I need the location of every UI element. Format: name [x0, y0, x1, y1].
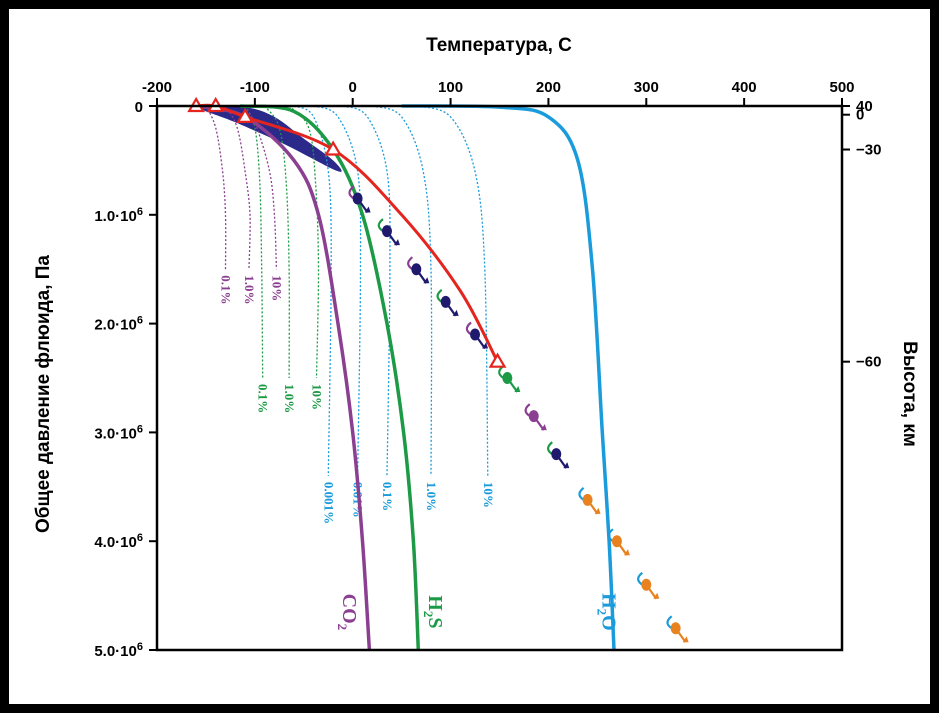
droplet-tip-2 — [423, 277, 430, 284]
droplet-tip-7 — [563, 462, 570, 469]
y-tick-label-left-1: 1.0·106 — [94, 206, 143, 225]
chart-frame: 0.001% 0.01% 0.1% 1.0% 10% 0.1% 1.0% 10% 0.1% 1.0… — [9, 9, 930, 704]
profile-triangle-marker-3 — [324, 140, 343, 156]
x-axis-title: Температура, С — [426, 35, 572, 56]
x-tick-label-2: 0 — [349, 79, 357, 96]
y-tick-label-left-5: 5.0·106 — [94, 641, 143, 660]
droplet-marker-10 — [637, 571, 660, 600]
mixing-label-co2-8: 0.1% — [219, 275, 234, 304]
droplet-marker-2 — [407, 256, 430, 284]
droplet-marker-1 — [377, 218, 400, 246]
mixing-curve-co2-8 — [205, 105, 227, 270]
plot-frame — [155, 104, 844, 652]
gas-label-h2s: H2S — [421, 595, 446, 628]
y-tick-label-right-0: 40 — [856, 98, 873, 115]
droplet-marker-4 — [465, 321, 489, 350]
mixing-curve-h2s-6 — [264, 105, 290, 379]
droplet-ball-4 — [470, 328, 481, 341]
y-tick-label-right-3: −60 — [856, 354, 881, 371]
mixing-label-h2s-6: 1.0% — [282, 384, 297, 413]
mixing-curve-co2-9 — [224, 105, 251, 270]
y-axis-title-left: Общее давление флюида, Па — [33, 255, 54, 533]
droplet-ball-10 — [641, 578, 652, 591]
droplet-tip-10 — [653, 592, 660, 599]
mixing-curve-h2o-2 — [342, 105, 391, 476]
y-tick-label-right-1: 0 — [856, 107, 864, 124]
mixing-label-co2-9: 1.0% — [242, 275, 257, 304]
mixing-label-h2o-2: 0.1% — [380, 482, 395, 511]
mixing-curve-h2s-5 — [244, 105, 264, 379]
droplet-marker-5 — [498, 365, 521, 393]
plot-layer: 0.001% 0.01% 0.1% 1.0% 10%0.1% 1.0% 10%0.1% 1.0… — [94, 79, 881, 660]
droplet-ball-7 — [551, 448, 562, 461]
droplet-tip-3 — [452, 309, 459, 316]
mixing-label-co2-10: 10% — [269, 275, 284, 301]
profile-triangle-marker-2 — [236, 107, 254, 123]
y-tick-label-left-4: 4.0·106 — [94, 532, 143, 551]
droplet-tip-1 — [393, 239, 400, 246]
x-tick-label-7: 500 — [829, 79, 854, 96]
y-axis-title-right: Высота, км — [899, 341, 920, 447]
x-tick-label-4: 200 — [536, 79, 561, 96]
droplet-marker-6 — [524, 403, 547, 431]
profile-triangle-marker-4 — [488, 352, 507, 368]
droplet-tip-4 — [482, 342, 489, 349]
condensation-curve-h2s — [240, 104, 421, 651]
droplet-tip-11 — [682, 636, 689, 643]
droplet-tip-9 — [623, 549, 630, 556]
droplet-marker-11 — [666, 615, 689, 643]
droplet-ball-2 — [411, 263, 422, 276]
mixing-label-h2s-7: 10% — [310, 384, 325, 410]
y-tick-label-left-3: 3.0·106 — [94, 423, 143, 442]
droplet-ball-9 — [611, 535, 622, 548]
droplet-ball-1 — [381, 225, 392, 238]
mixing-curve-h2o-0 — [293, 105, 332, 476]
gas-label-h2o: H2O — [594, 593, 619, 631]
droplet-tip-0 — [364, 206, 371, 213]
mixing-curve-h2o-4 — [416, 105, 489, 476]
cloud-region — [196, 105, 342, 172]
x-tick-label-6: 400 — [732, 79, 757, 96]
phase-diagram-chart: 0.001% 0.01% 0.1% 1.0% 10%0.1% 1.0% 10%0.1% 1.0… — [33, 35, 920, 660]
mixing-label-h2o-3: 1.0% — [424, 482, 439, 511]
droplet-ball-0 — [352, 192, 363, 205]
droplet-ball-11 — [670, 622, 681, 635]
y-tick-label-left-0: 0 — [135, 99, 143, 116]
droplet-marker-8 — [578, 486, 601, 515]
droplet-ball-8 — [582, 493, 593, 506]
x-tick-label-1: -100 — [240, 79, 270, 96]
droplet-marker-0 — [348, 185, 371, 214]
mixing-label-h2s-5: 0.1% — [256, 384, 271, 413]
mixing-label-h2o-0: 0.001% — [321, 482, 336, 524]
droplet-ball-5 — [502, 372, 513, 384]
y-tick-label-right-2: −30 — [856, 142, 881, 159]
mixing-label-h2o-4: 10% — [481, 482, 496, 508]
droplet-ball-3 — [440, 295, 451, 308]
x-tick-label-0: -200 — [142, 79, 172, 96]
mixing-curve-h2o-3 — [372, 105, 433, 476]
droplet-ball-6 — [528, 410, 539, 423]
droplet-marker-9 — [607, 528, 630, 556]
droplet-tip-6 — [540, 424, 547, 431]
droplet-tip-8 — [594, 507, 601, 514]
condensation-curve-co2 — [195, 104, 372, 651]
droplet-marker-3 — [436, 288, 459, 317]
x-tick-label-5: 300 — [634, 79, 659, 96]
gas-label-co2: CO2 — [335, 594, 360, 631]
droplet-tip-5 — [514, 386, 521, 392]
x-tick-label-3: 100 — [438, 79, 463, 96]
droplet-marker-7 — [547, 441, 570, 469]
y-tick-label-left-2: 2.0·106 — [94, 315, 143, 334]
mixing-curve-h2s-7 — [288, 105, 320, 379]
